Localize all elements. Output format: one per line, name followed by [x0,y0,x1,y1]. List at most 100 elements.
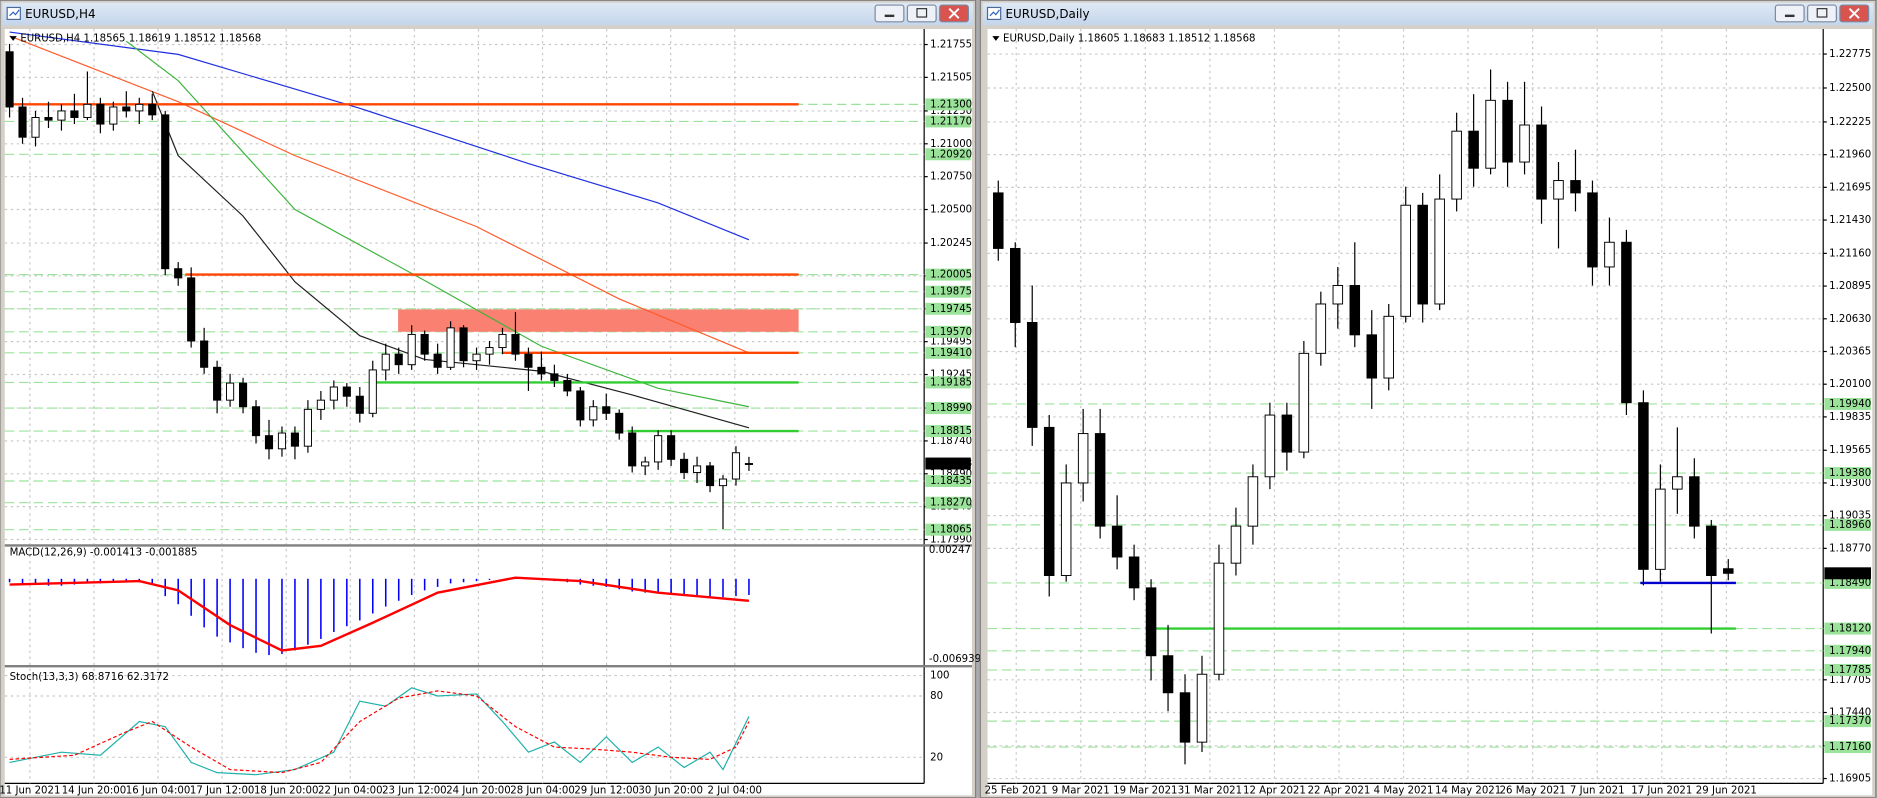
candle-body [705,465,715,487]
time-label: 30 Jun 20:00 [638,786,703,797]
candle-body [1689,476,1700,527]
minimize-button[interactable] [874,4,905,23]
price-label: 1.19035 [1829,511,1871,522]
candle-body [5,51,14,108]
level-label-box [925,523,971,536]
macd-signal [9,576,750,652]
zone [398,309,799,332]
candle-body [329,386,338,401]
current-price: 1.18568 [930,459,972,470]
moving-average [9,35,750,354]
price-label: 1.20750 [930,172,972,183]
level-label-box [1824,518,1872,531]
level-label: 1.18270 [930,498,972,509]
candle-body [667,435,676,460]
time-label: 19 Mar 2021 [1113,786,1177,797]
time-label: 14 Jun 20:00 [62,786,127,797]
level-label-box [925,98,971,111]
candle-body [187,277,196,342]
price-label: 1.18490 [930,469,972,480]
level-label-box [1824,467,1872,480]
level-label-box [1824,741,1872,754]
candle-body [1298,352,1310,453]
candle-body [394,353,403,366]
dropdown-arrow [9,36,17,41]
stoch-signal [9,690,750,774]
window-title: EURUSD,Daily [1005,7,1089,21]
level-label: 1.21170 [930,116,972,127]
candle-body [122,106,131,112]
candle-body [316,399,325,410]
price-label: 1.20100 [1829,379,1871,390]
time-label: 7 Jun 2021 [1570,786,1625,797]
candle-body [511,333,520,355]
candle-body [1383,315,1395,379]
minimize-button[interactable] [1774,4,1805,23]
level-label-box [1824,715,1872,728]
candle-body [1723,568,1734,574]
price-label: 1.20630 [1829,314,1871,325]
candle-body [135,103,144,112]
stoch-tick: 20 [930,752,943,763]
candle-body [148,103,157,116]
title-bar [2,2,974,26]
level-label-box [925,148,971,161]
level-label-box [1824,644,1872,657]
candle-body [1315,303,1327,354]
macd-tick: -0.006939 [929,654,981,665]
candle-body [615,412,624,434]
time-label: 16 Jun 04:00 [126,786,191,797]
stoch-tick: 80 [930,691,943,702]
candle-body [1485,99,1496,169]
window-icon-glyph [9,9,20,17]
candle-body [1553,180,1564,200]
level-label-box [925,268,971,281]
price-label: 1.20365 [1829,346,1871,357]
level-label: 1.19940 [1829,399,1871,410]
price-label: 1.22225 [1829,117,1871,128]
moving-average [151,90,750,429]
candle-body [57,110,66,121]
candle-body [1638,402,1649,570]
time-label: 9 Mar 2021 [1052,786,1110,797]
candle-body [1570,180,1581,194]
maximize-button[interactable] [1807,4,1837,23]
level-label: 1.19410 [930,348,972,359]
time-label: 17 Jun 2021 [1631,786,1692,797]
level-label: 1.19875 [930,287,972,298]
time-label: 2 Jul 04:00 [708,786,762,797]
candle-body [1621,241,1632,404]
candle-body [993,192,1004,249]
level-label-box [1824,397,1872,410]
maximize-button[interactable] [906,4,937,23]
candle-body [718,478,728,487]
current-price: 1.18568 [1829,568,1871,579]
level-label: 1.17940 [1829,646,1871,657]
candle-body [472,353,481,362]
level-label: 1.18815 [930,426,972,437]
candle-body [1451,130,1462,200]
candle-body [290,432,300,447]
title-bar [982,2,1874,26]
time-label: 22 Apr 2021 [1308,786,1371,797]
candle-body [589,406,598,421]
candle-body [1179,692,1191,743]
price-label: 1.21250 [930,106,972,117]
level-label: 1.20920 [930,149,972,160]
candle-body [70,110,79,118]
price-label: 1.22775 [1829,49,1871,60]
candle-body [251,406,261,437]
time-label: 26 May 2021 [1500,786,1566,797]
time-label: 29 Jun 2021 [1696,786,1757,797]
macd-tick: 0.00247 [929,545,971,556]
candle-body [1332,284,1344,305]
time-label: 28 Jun 04:00 [510,786,575,797]
candle-body [1230,525,1242,564]
time-label: 22 Jun 04:00 [318,786,383,797]
time-label: 11 Jun 2021 [0,786,60,797]
level-label-box [925,475,971,487]
candle-body [1706,525,1717,576]
candle-body [1281,414,1293,453]
level-label-box [925,285,971,298]
candle-body [731,452,741,480]
